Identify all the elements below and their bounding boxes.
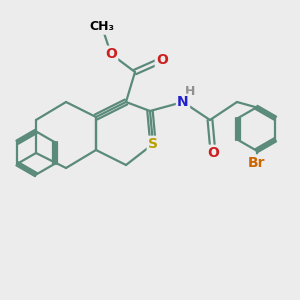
Text: S: S: [148, 137, 158, 151]
Text: N: N: [177, 95, 189, 109]
Text: O: O: [156, 53, 168, 67]
Text: O: O: [105, 47, 117, 61]
Text: CH₃: CH₃: [89, 20, 115, 34]
Text: Br: Br: [248, 156, 265, 170]
Text: H: H: [185, 85, 196, 98]
Text: O: O: [207, 146, 219, 160]
